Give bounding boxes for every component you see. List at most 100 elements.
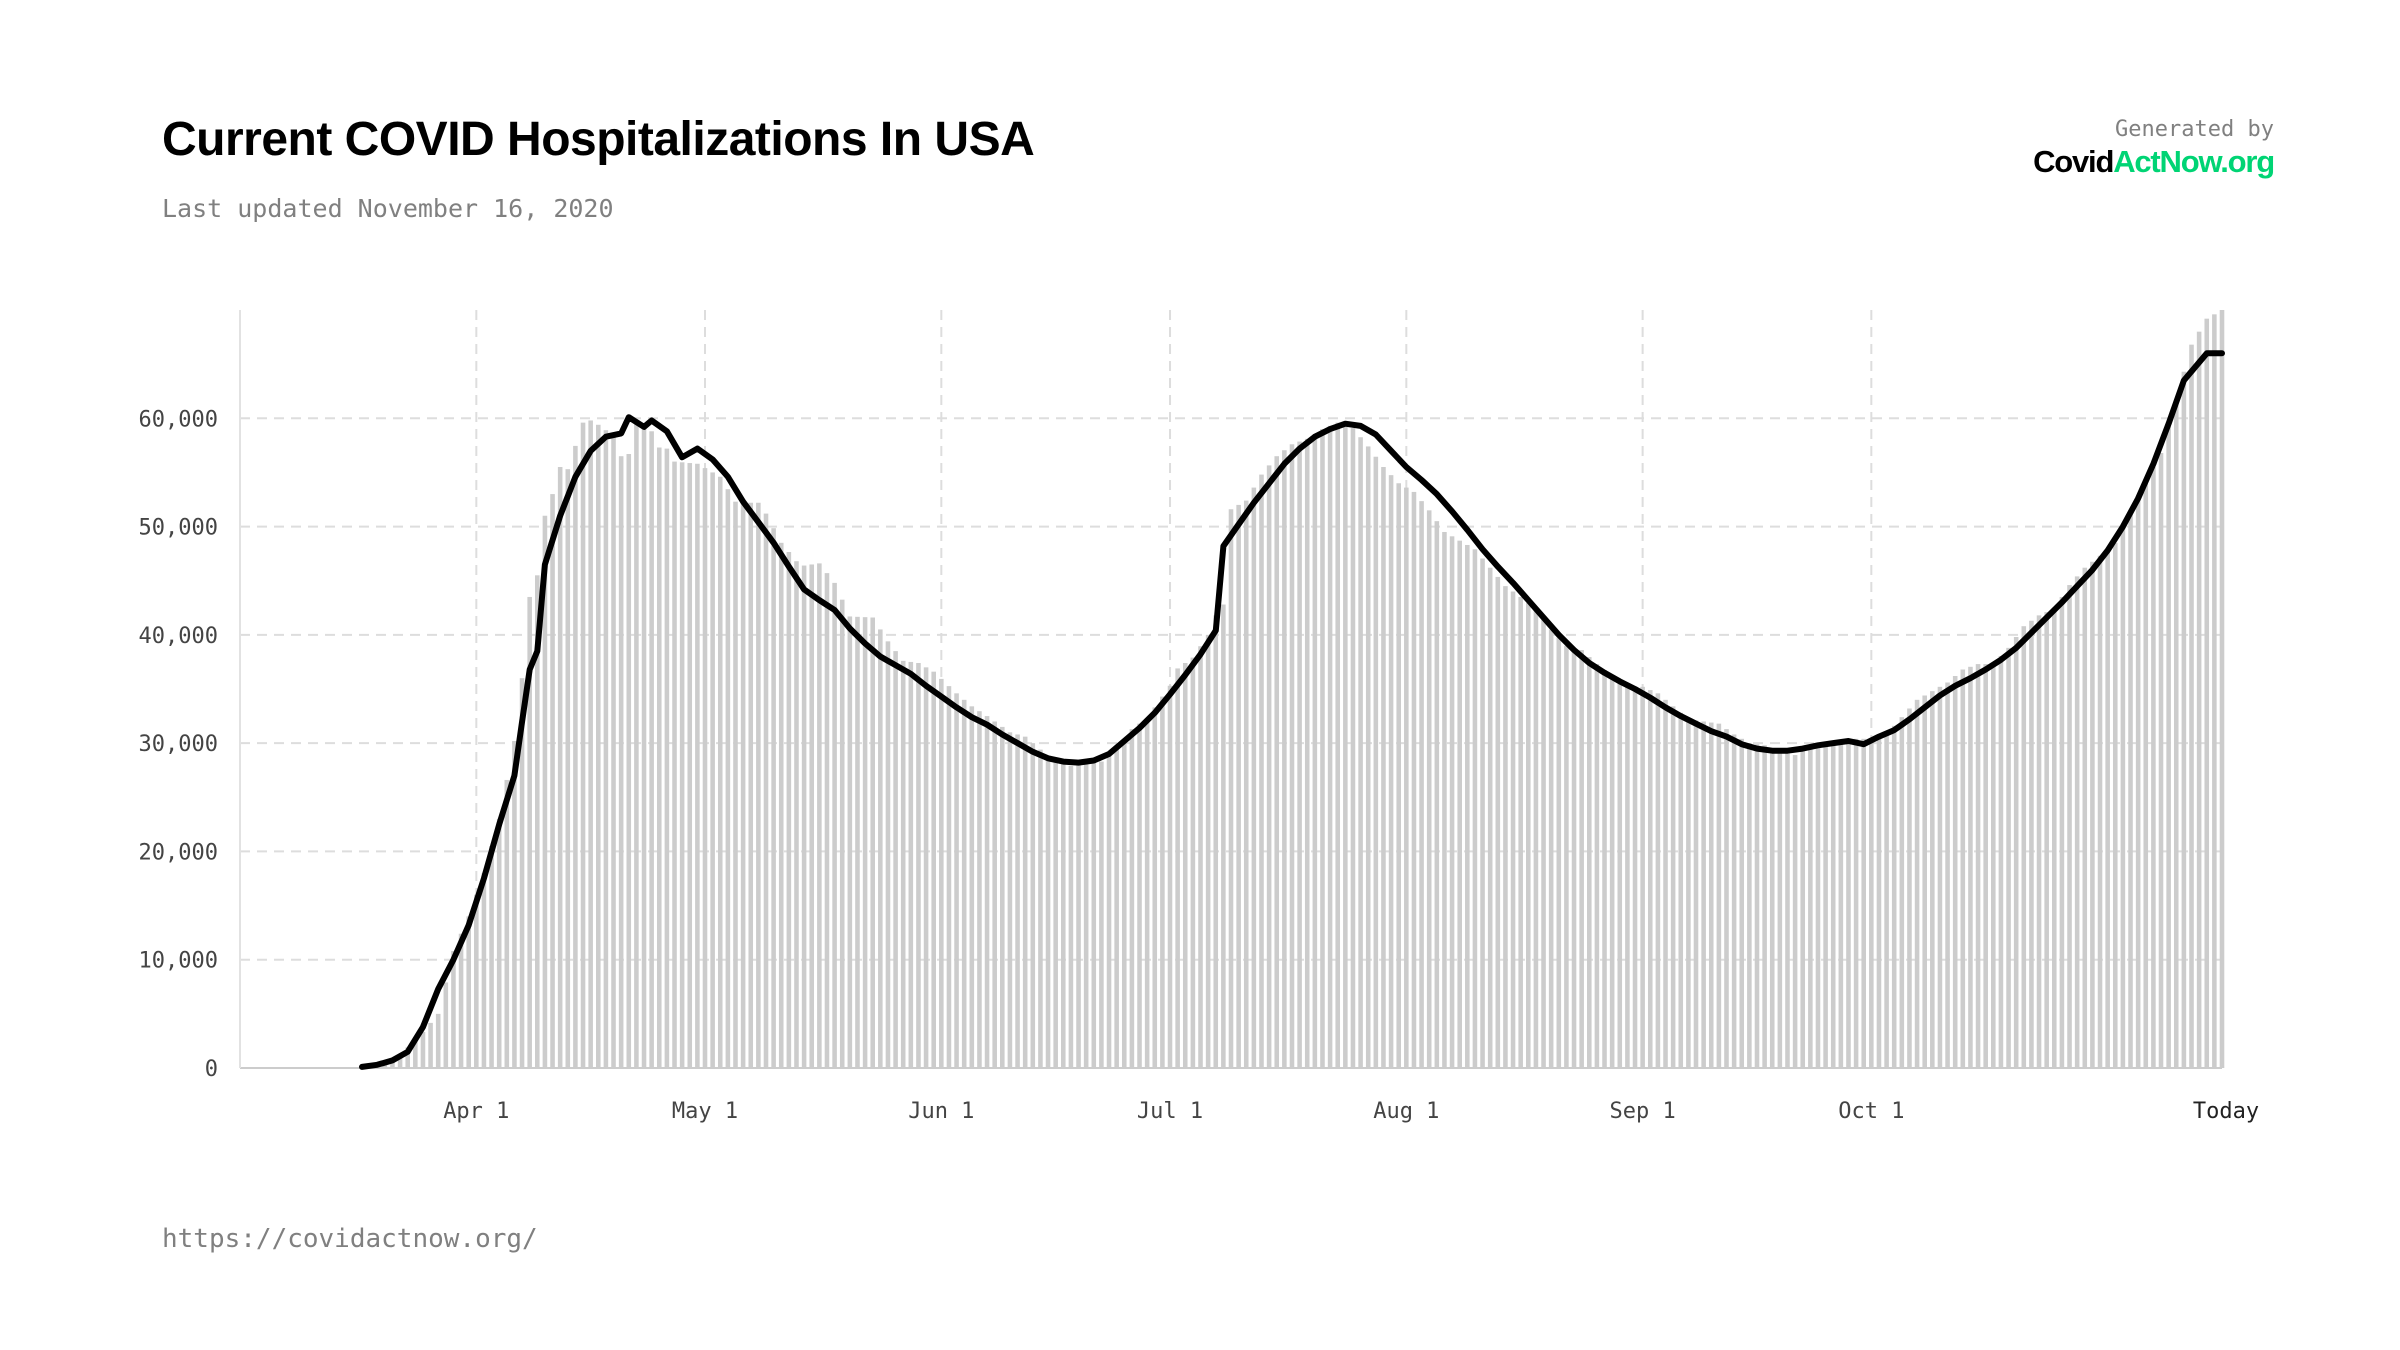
x-tick-label: Sep 1	[1610, 1099, 1676, 1124]
bar	[1045, 755, 1051, 1068]
bar	[1571, 647, 1577, 1068]
bar	[1007, 732, 1013, 1068]
bar	[2067, 585, 2072, 1068]
bar	[1914, 699, 1920, 1068]
bar	[931, 671, 936, 1068]
bar	[2219, 310, 2225, 1068]
bar	[885, 641, 891, 1068]
y-tick-label: 30,000	[139, 732, 218, 757]
bar	[1975, 664, 1981, 1068]
bar	[1061, 763, 1066, 1068]
bar	[1259, 474, 1264, 1069]
bar	[466, 916, 471, 1068]
bar	[1472, 549, 1478, 1068]
bar	[2151, 467, 2156, 1068]
bar	[969, 706, 975, 1068]
bar	[740, 502, 746, 1068]
bar	[862, 617, 868, 1068]
bar	[1686, 719, 1691, 1068]
x-tick-label: Today	[2193, 1099, 2259, 1124]
y-tick-label: 60,000	[139, 407, 218, 432]
bar	[626, 454, 632, 1068]
bar	[2181, 371, 2187, 1069]
bar	[1198, 646, 1203, 1068]
bar	[2006, 647, 2011, 1068]
bar	[1121, 739, 1127, 1068]
bar	[1289, 444, 1295, 1068]
bar	[1640, 686, 1645, 1068]
bar	[1228, 509, 1234, 1068]
bar	[961, 699, 967, 1068]
bar	[1510, 591, 1516, 1068]
bar	[1945, 682, 1950, 1068]
bar	[2029, 620, 2034, 1068]
bar	[649, 431, 654, 1068]
bar	[1869, 738, 1874, 1068]
bar	[489, 846, 494, 1068]
bar	[1792, 755, 1798, 1068]
bar	[1282, 450, 1287, 1069]
bar	[443, 982, 449, 1068]
bar	[794, 561, 799, 1068]
bar	[2059, 596, 2065, 1068]
bar	[1930, 691, 1935, 1068]
bar	[763, 513, 769, 1068]
bar	[2082, 567, 2088, 1068]
x-tick-label: Oct 1	[1838, 1099, 1904, 1124]
bar	[946, 686, 952, 1068]
bar	[1388, 475, 1394, 1068]
bar	[748, 502, 754, 1068]
bar	[1594, 664, 1600, 1068]
bar	[1503, 586, 1508, 1068]
brand-logo-part2: ActNow.org	[2113, 144, 2275, 179]
bar	[1030, 743, 1036, 1068]
bar	[1304, 438, 1310, 1068]
bar	[664, 448, 670, 1068]
brand-logo[interactable]: CovidActNow.org	[2033, 144, 2275, 180]
bar	[451, 951, 456, 1068]
bar	[1404, 487, 1409, 1069]
footer-url-link[interactable]: https://covidactnow.org/	[162, 1224, 538, 1254]
bar	[565, 469, 571, 1068]
bar	[992, 721, 997, 1068]
bar	[2166, 425, 2171, 1068]
bar	[519, 678, 525, 1068]
bar	[1457, 540, 1462, 1068]
x-tick-label: May 1	[672, 1099, 738, 1124]
bar	[1144, 718, 1150, 1068]
bar	[405, 1047, 410, 1068]
bar	[557, 467, 563, 1068]
bar	[2013, 637, 2019, 1068]
bar	[1129, 729, 1135, 1068]
bar	[1670, 706, 1676, 1068]
bar	[1846, 740, 1851, 1068]
bar	[1365, 446, 1371, 1068]
bar	[2105, 549, 2110, 1068]
bar	[801, 565, 807, 1068]
bar	[2212, 314, 2217, 1069]
bar	[458, 933, 464, 1068]
bar	[2036, 615, 2042, 1068]
bar	[1701, 721, 1706, 1068]
bar	[1083, 760, 1089, 1068]
bar	[2112, 542, 2118, 1068]
bar	[1922, 695, 1927, 1068]
bar	[2143, 481, 2149, 1069]
tick-labels: 0 10,000 20,000 30,000 40,000 50,000 60,000 Apr…	[139, 407, 2260, 1124]
bar	[1251, 487, 1257, 1069]
bar	[1487, 567, 1493, 1068]
bar	[496, 818, 502, 1068]
bar	[1655, 693, 1661, 1068]
bar	[1373, 456, 1379, 1069]
bar	[2128, 511, 2133, 1068]
bar	[1221, 604, 1226, 1068]
brand-block[interactable]: Generated by CovidActNow.org	[2033, 116, 2275, 180]
bar	[1632, 686, 1638, 1068]
x-tick-label: Jun 1	[908, 1099, 974, 1124]
bar	[2052, 608, 2057, 1068]
bar	[1754, 744, 1760, 1068]
bar	[397, 1053, 403, 1068]
bar	[786, 552, 792, 1068]
brand-logo-part1: Covid	[2033, 144, 2114, 179]
chart-title: Current COVID Hospitalizations In USA	[162, 113, 1035, 166]
